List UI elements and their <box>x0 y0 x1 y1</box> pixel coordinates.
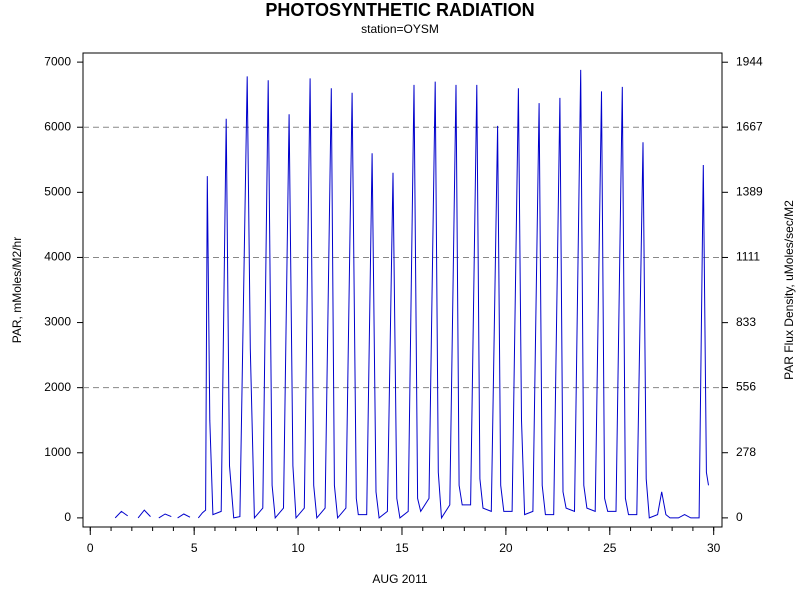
data-line <box>114 69 709 520</box>
y-tick-label: 2000 <box>44 380 71 394</box>
y-tick-label: 1000 <box>44 445 71 459</box>
y-axis-label: PAR, mMoles/M2/hr <box>10 237 24 343</box>
x-tick-label: 30 <box>707 541 721 555</box>
x-tick-label: 20 <box>499 541 513 555</box>
y2-tick-label: 556 <box>736 380 756 394</box>
x-tick-label: 5 <box>191 541 198 555</box>
x-tick-label: 25 <box>603 541 617 555</box>
y2-tick-label: 1389 <box>736 184 763 198</box>
y2-tick-label: 1667 <box>736 119 763 133</box>
plot-frame <box>82 52 723 528</box>
y2-tick-label: 1944 <box>736 54 763 68</box>
chart-subtitle: station=OYSM <box>361 22 439 36</box>
y-tick-label: 4000 <box>44 250 71 264</box>
y2-tick-label: 0 <box>736 510 743 524</box>
y-tick-label: 6000 <box>44 119 71 133</box>
chart-title: PHOTOSYNTHETIC RADIATION <box>265 0 534 20</box>
y-tick-label: 3000 <box>44 315 71 329</box>
x-tick-label: 10 <box>291 541 305 555</box>
x-tick-label: 15 <box>395 541 409 555</box>
y-tick-label: 0 <box>64 510 71 524</box>
y-tick-label: 5000 <box>44 185 71 199</box>
y2-tick-label: 1111 <box>736 250 760 264</box>
y-tick-label: 7000 <box>44 54 71 68</box>
y2-tick-label: 278 <box>736 445 756 459</box>
x-axis-label: AUG 2011 <box>372 572 427 586</box>
y2-tick-label: 833 <box>736 315 756 329</box>
x-tick-label: 0 <box>87 541 94 555</box>
y2-axis-label: PAR Flux Density, uMoles/sec/M2 <box>782 200 796 380</box>
